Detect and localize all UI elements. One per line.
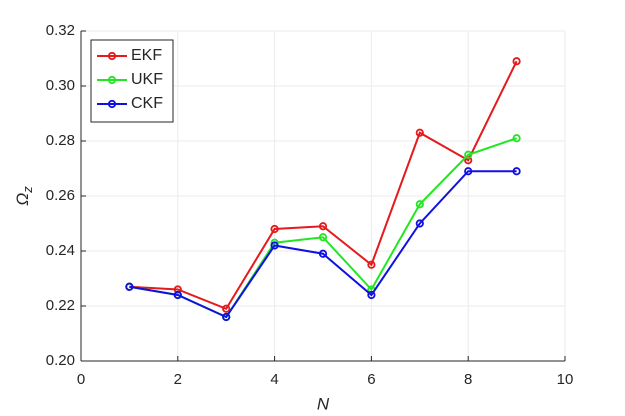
data-point [415,219,424,228]
data-point [318,249,328,258]
y-label-subscript: z [20,186,35,194]
data-point [367,260,376,269]
data-point [415,128,424,137]
y-label-symbol: Ω [13,193,32,206]
legend-marker [107,75,117,85]
data-point [512,134,521,143]
x-tick-label: 6 [367,371,375,388]
y-tick-label: 0.26 [46,187,75,204]
data-point [222,312,231,322]
data-point [367,290,376,300]
data-point [125,282,134,291]
y-tick-label: 0.28 [46,132,75,149]
x-axis-label: N [317,394,330,413]
data-point [173,290,182,300]
series-line [129,170,517,319]
y-tick-label: 0.32 [46,22,75,39]
legend-label: EKF [131,47,162,64]
data-point [464,150,473,159]
y-axis-label: Ωz [13,186,35,206]
data-point [464,167,473,176]
data-point [270,224,279,234]
x-tick-label: 0 [77,371,85,388]
series-line [129,60,518,310]
data-point [512,57,521,66]
data-point [512,167,521,176]
data-point [415,200,424,209]
x-tick-label: 4 [270,371,278,388]
legend-marker [107,99,117,109]
x-tick-label: 10 [557,371,574,388]
legend-label: UKF [131,71,163,88]
legend-label: CKF [131,95,163,112]
y-tick-label: 0.24 [46,242,75,259]
data-point [318,233,328,242]
data-point [222,304,231,313]
x-tick-label: 8 [464,371,472,388]
legend-marker [107,51,117,61]
y-tick-label: 0.20 [46,352,75,369]
x-tick-label: 2 [174,371,182,388]
y-tick-label: 0.30 [46,77,75,94]
y-tick-label: 0.22 [46,297,75,314]
data-point [270,241,279,250]
series-line [129,137,517,319]
data-point [318,222,328,231]
